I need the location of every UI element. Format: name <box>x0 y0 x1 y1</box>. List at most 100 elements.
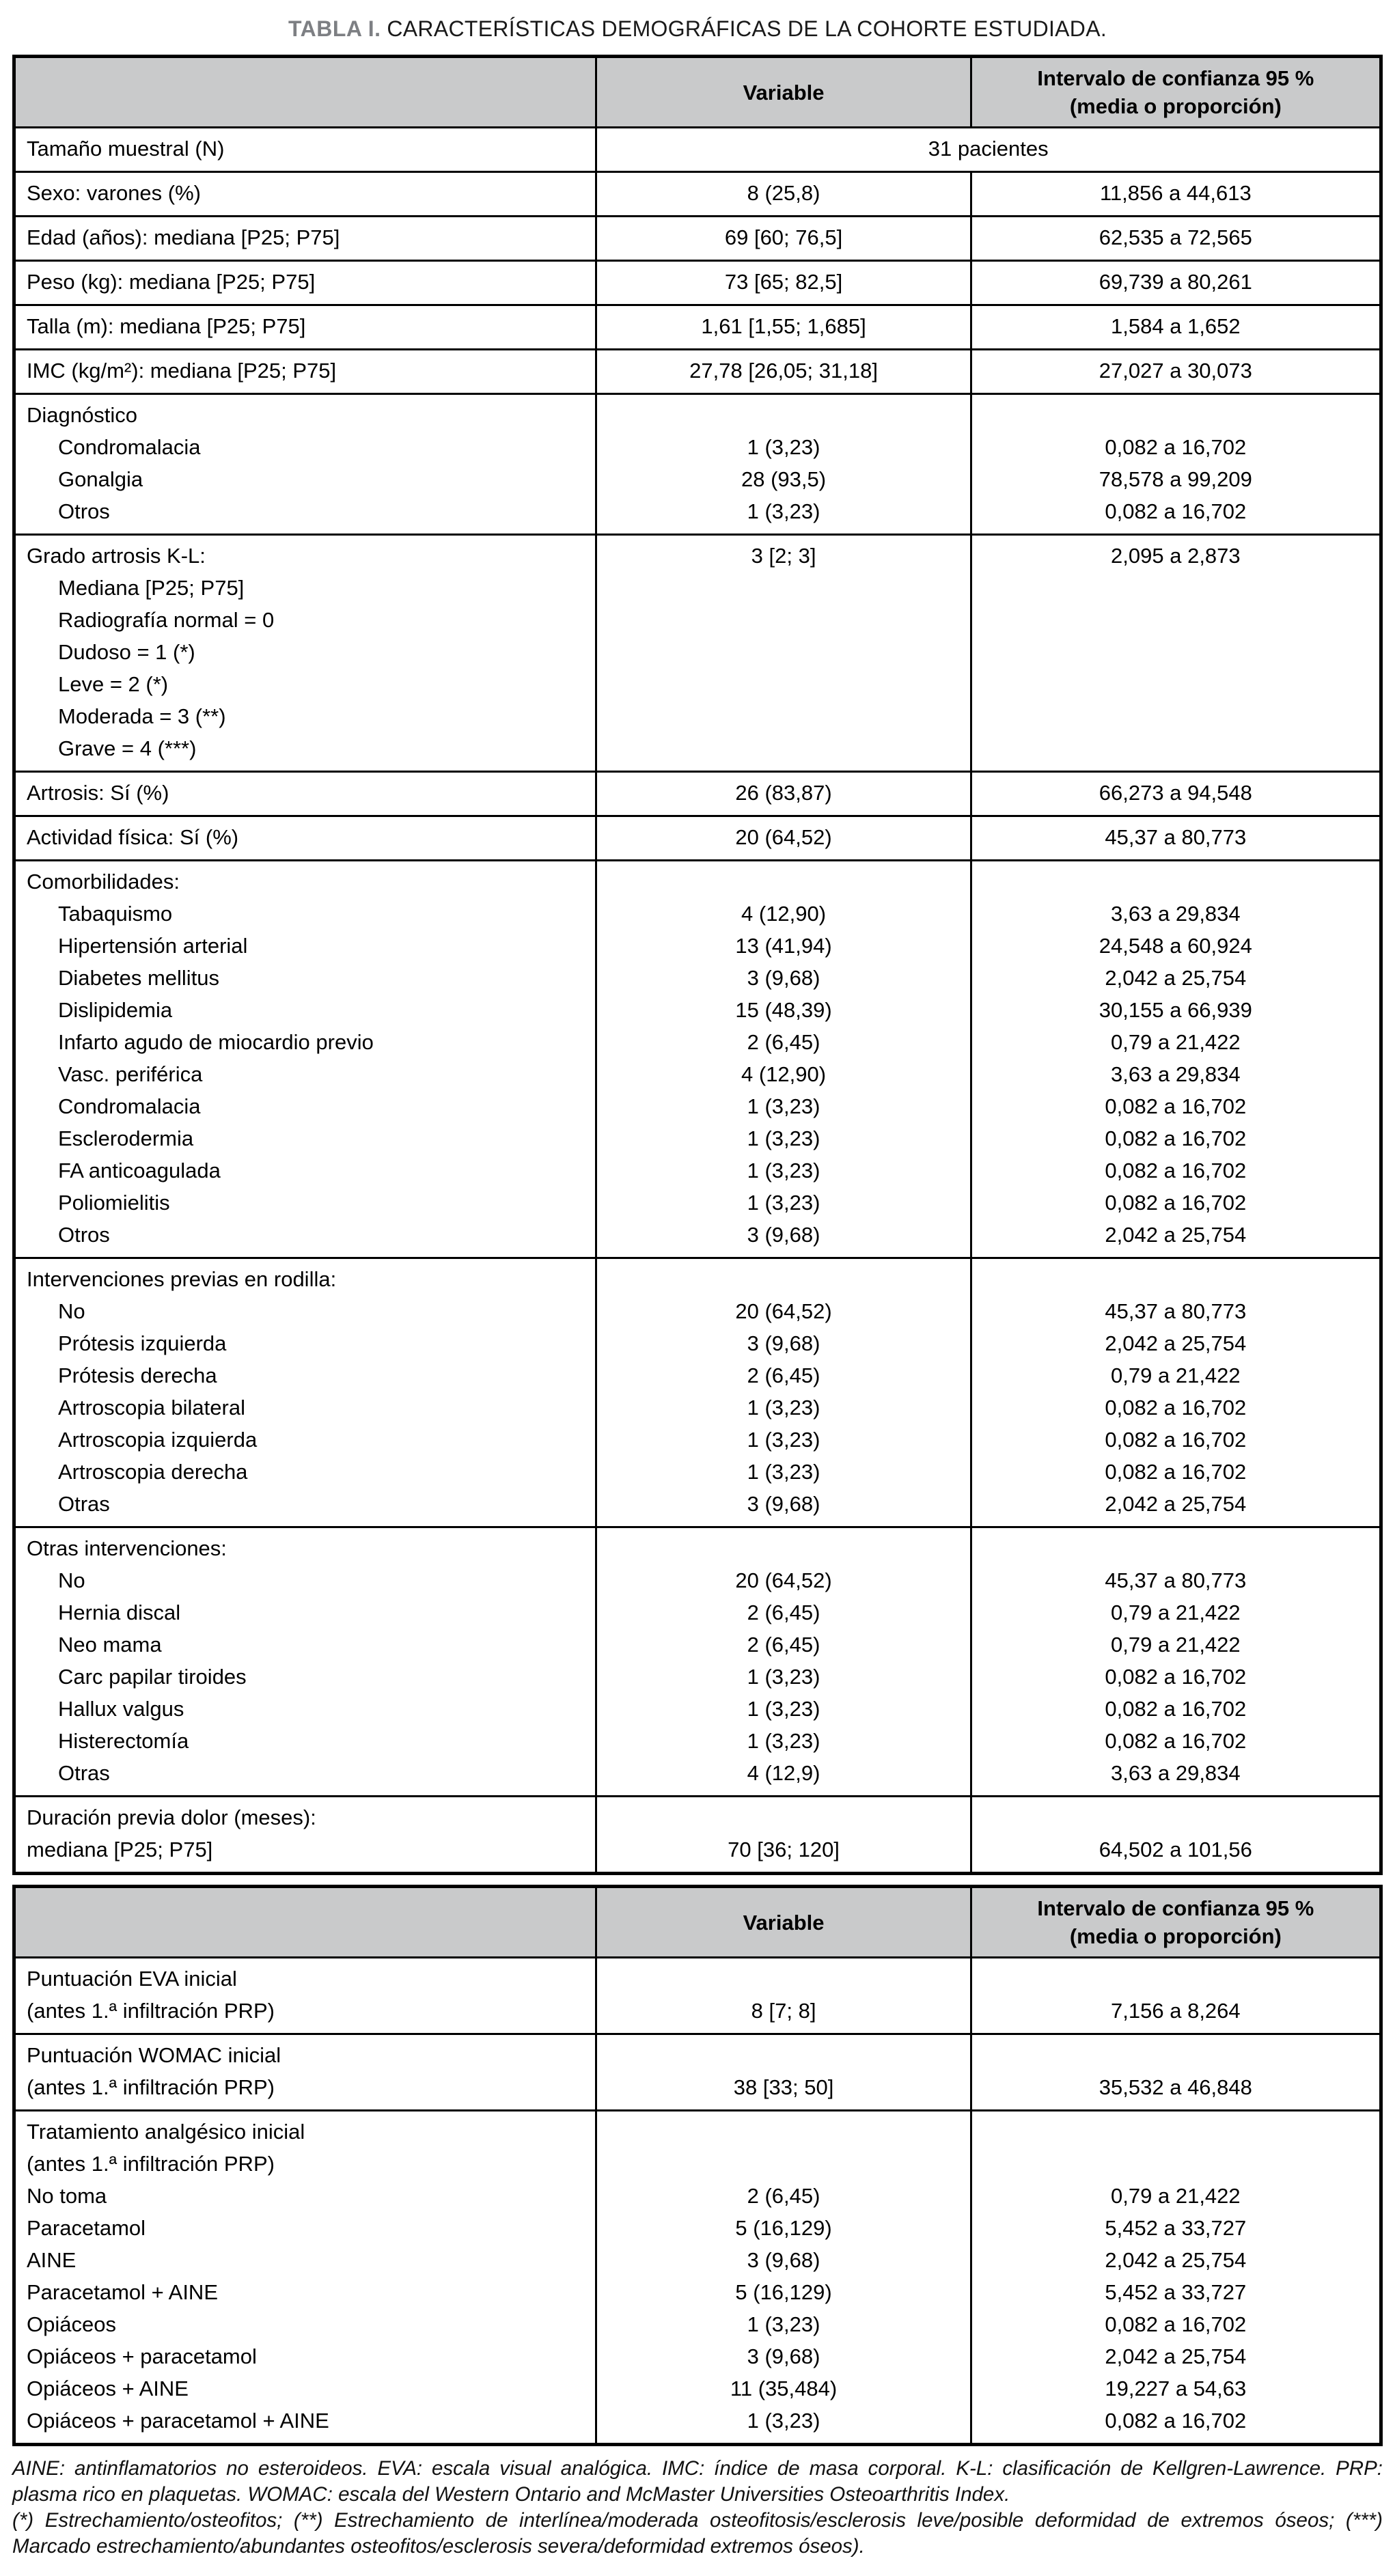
row-ci-line: 0,79 a 21,422 <box>1111 1363 1241 1387</box>
row-value: 70 [36; 120] <box>595 1795 972 1874</box>
row-ci-line <box>976 2039 1375 2071</box>
row-ci-line: 2,042 a 25,754 <box>1105 1492 1247 1516</box>
row-label-line: No <box>58 1299 85 1323</box>
table-1-body: Tamaño muestral (N) 31 pacientes Sexo: var… <box>12 126 1383 1874</box>
row-value-line: 1 (3,23) <box>747 1159 820 1182</box>
table-title: TABLA I. CARACTERÍSTICAS DEMOGRÁFICAS DE… <box>12 14 1383 44</box>
row-label-line: Hipertensión arterial <box>58 934 248 958</box>
row-ci: 1,584 a 1,652 <box>969 304 1383 350</box>
row-label-line: (antes 1.ª infiltración PRP) <box>27 1999 275 2023</box>
row-value: 20 (64,52) <box>595 815 972 861</box>
row-span-value-line: 31 pacientes <box>928 137 1049 161</box>
row-value: 20 (64,52) 3 (9,68) 2 (6,45) 1 (3,23) 1 (3,2… <box>595 1257 972 1528</box>
row-label-line: Opiáceos + AINE <box>27 2377 189 2400</box>
row-label-line: Duración previa dolor (meses): <box>27 1805 316 1829</box>
row-ci-line: 0,082 a 16,702 <box>1105 1665 1247 1689</box>
row-label-line: Otros <box>58 1223 110 1247</box>
row-label: Grado artrosis K-L: Mediana [P25; P75] Rad… <box>12 534 598 773</box>
row-value-line: 3 (9,68) <box>747 966 820 990</box>
row-value-line: 1 (3,23) <box>747 1126 820 1150</box>
row-ci: 3,63 a 29,834 24,548 a 60,924 2,042 a 25,7… <box>969 859 1383 1259</box>
column-header-ci: Intervalo de confianza 95 % (media o pro… <box>969 55 1383 128</box>
row-value-line: 2 (6,45) <box>747 1363 820 1387</box>
row-label-line: (antes 1.ª infiltración PRP) <box>27 2075 275 2099</box>
row-label-line: Vasc. periférica <box>58 1062 203 1086</box>
row-value-line: 4 (12,90) <box>741 1062 827 1086</box>
row-ci-line: 2,042 a 25,754 <box>1105 1331 1247 1355</box>
row-value-line: 4 (12,90) <box>741 902 827 926</box>
row-ci-line: 3,63 a 29,834 <box>1111 1062 1241 1086</box>
row-ci-line <box>976 865 1375 898</box>
row-ci-line: 0,082 a 16,702 <box>1105 435 1247 459</box>
row-label-line: mediana [P25; P75] <box>27 1838 213 1861</box>
row-ci-line <box>976 1963 1375 1995</box>
row-ci-line: 45,37 a 80,773 <box>1105 1299 1247 1323</box>
row-value-line: 27,78 [26,05; 31,18] <box>689 359 878 383</box>
row-label-line: Puntuación EVA inicial <box>27 1967 237 1991</box>
table-row: Intervenciones previas en rodilla: No Prót… <box>12 1257 1383 1528</box>
row-ci-line: 2,042 a 25,754 <box>1105 966 1247 990</box>
row-value-line: 3 (9,68) <box>747 1492 820 1516</box>
row-label-line: Otras <box>58 1492 110 1516</box>
row-ci: 45,37 a 80,773 <box>969 815 1383 861</box>
row-value-line: 15 (48,39) <box>735 998 832 1022</box>
row-label-line: Histerectomía <box>58 1729 189 1753</box>
row-value: 27,78 [26,05; 31,18] <box>595 348 972 395</box>
row-value: 20 (64,52) 2 (6,45) 2 (6,45) 1 (3,23) 1 (3,2… <box>595 1526 972 1797</box>
row-label-line: Intervenciones previas en rodilla: <box>27 1267 337 1291</box>
column-header-variable: Variable <box>595 55 972 128</box>
row-label-line: Radiografía normal = 0 <box>58 608 275 632</box>
row-ci-line: 0,082 a 16,702 <box>1105 1396 1247 1419</box>
row-label-line: Artroscopia bilateral <box>58 1396 245 1419</box>
row-ci-line: 0,79 a 21,422 <box>1111 1633 1241 1657</box>
row-value: 1,61 [1,55; 1,685] <box>595 304 972 350</box>
demographics-table-1: Variable Intervalo de confianza 95 % (me… <box>12 55 1383 1875</box>
row-ci-line: 5,452 a 33,727 <box>1105 2216 1247 2240</box>
row-label: Sexo: varones (%) <box>12 171 598 217</box>
row-ci-line: 3,63 a 29,834 <box>1111 1761 1241 1785</box>
row-label-line: Actividad física: Sí (%) <box>27 825 239 849</box>
row-value-line: 3 [2; 3] <box>751 544 816 568</box>
table-row: Otras intervenciones: No Hernia discal Neo … <box>12 1526 1383 1797</box>
row-ci-line: 2,042 a 25,754 <box>1105 2344 1247 2368</box>
row-value-line <box>601 1963 965 1995</box>
row-value-line: 1,61 [1,55; 1,685] <box>701 314 866 338</box>
row-value-line: 3 (9,68) <box>747 2248 820 2272</box>
row-ci: 45,37 a 80,773 2,042 a 25,754 0,79 a 21,42… <box>969 1257 1383 1528</box>
table-row: Tratamiento analgésico inicial (antes 1.ª… <box>12 2109 1383 2446</box>
row-value-line: 1 (3,23) <box>747 435 820 459</box>
row-value-line: 1 (3,23) <box>747 1094 820 1118</box>
row-label: Duración previa dolor (meses): mediana [P… <box>12 1795 598 1874</box>
row-label-line: Opiáceos + paracetamol + AINE <box>27 2409 329 2433</box>
row-ci-line: 0,082 a 16,702 <box>1105 2312 1247 2336</box>
row-label-line: No toma <box>27 2184 107 2208</box>
row-ci: 64,502 a 101,56 <box>969 1795 1383 1874</box>
row-value: 3 [2; 3] <box>595 534 972 773</box>
table-row: Edad (años): mediana [P25; P75] 69 [60; 7… <box>12 215 1383 262</box>
row-label-line: FA anticoagulada <box>58 1159 221 1182</box>
row-ci-line: 0,082 a 16,702 <box>1105 1428 1247 1452</box>
table-row: Sexo: varones (%) 8 (25,8) 11,856 a 44,613 <box>12 171 1383 217</box>
table-2-body: Puntuación EVA inicial (antes 1.ª infiltr… <box>12 1956 1383 2446</box>
table-row: Tamaño muestral (N) 31 pacientes <box>12 126 1382 173</box>
row-label-line: Prótesis derecha <box>58 1363 217 1387</box>
table-title-label: TABLA I. <box>288 16 381 41</box>
row-ci-line: 0,79 a 21,422 <box>1111 1030 1241 1054</box>
row-ci-line: 27,027 a 30,073 <box>1099 359 1252 383</box>
row-value-line: 2 (6,45) <box>747 1633 820 1657</box>
column-header-variable-label: Variable <box>743 1910 825 1935</box>
column-header-ci: Intervalo de confianza 95 % (media o pro… <box>969 1885 1383 1958</box>
column-header-ci-line2: (media o proporción) <box>1069 94 1282 118</box>
row-label-line: Dudoso = 1 (*) <box>58 640 195 664</box>
demographics-table-2: Variable Intervalo de confianza 95 % (me… <box>12 1885 1383 2446</box>
row-value-line: 1 (3,23) <box>747 2312 820 2336</box>
row-label-line: Prótesis izquierda <box>58 1331 227 1355</box>
column-header-ci-line2: (media o proporción) <box>1069 1924 1282 1948</box>
row-label-line: Opiáceos <box>27 2312 116 2336</box>
row-label: Comorbilidades: Tabaquismo Hipertensión ar… <box>12 859 598 1259</box>
row-ci-line: 2,042 a 25,754 <box>1105 1223 1247 1247</box>
row-label-line: AINE <box>27 2248 77 2272</box>
row-ci-line: 66,273 a 94,548 <box>1099 781 1252 805</box>
row-label-line: Diagnóstico <box>27 403 137 427</box>
